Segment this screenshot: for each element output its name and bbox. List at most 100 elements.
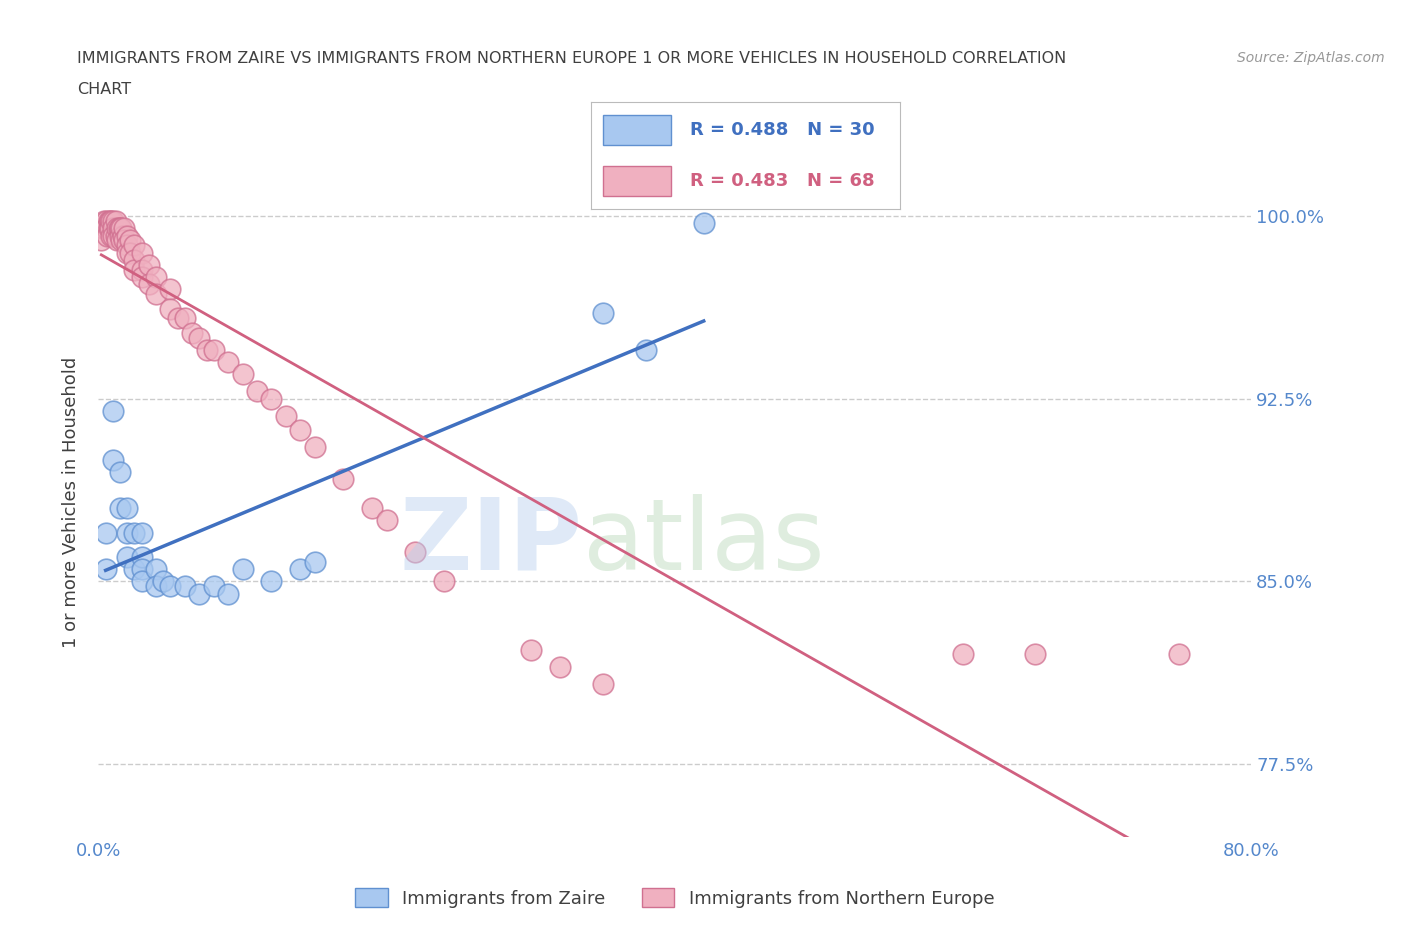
Point: [1024, 647, 1046, 662]
Point: [117, 550, 139, 565]
Point: [120, 233, 142, 248]
Point: [246, 384, 269, 399]
Point: [110, 233, 132, 248]
Point: [159, 301, 181, 316]
Point: [231, 562, 254, 577]
Point: [520, 642, 543, 657]
Point: [108, 464, 131, 479]
Point: [131, 246, 153, 260]
Point: [138, 258, 160, 272]
Point: [93, 214, 115, 229]
Point: [260, 392, 283, 406]
Point: [1168, 647, 1191, 662]
Point: [592, 306, 614, 321]
Point: [98, 220, 121, 235]
Point: [159, 282, 181, 297]
FancyBboxPatch shape: [603, 115, 671, 145]
Point: [101, 404, 124, 418]
Point: [166, 311, 188, 325]
Point: [202, 578, 225, 593]
Point: [90, 233, 112, 248]
Point: [131, 525, 153, 540]
Point: [101, 214, 124, 229]
Point: [97, 220, 120, 235]
Point: [131, 550, 153, 565]
Point: [636, 342, 658, 357]
Point: [131, 270, 153, 285]
Point: [105, 233, 128, 248]
Legend: Immigrants from Zaire, Immigrants from Northern Europe: Immigrants from Zaire, Immigrants from N…: [349, 882, 1001, 915]
Point: [101, 452, 124, 467]
Point: [195, 342, 218, 357]
Point: [110, 220, 132, 235]
Point: [592, 676, 614, 691]
Point: [548, 659, 571, 674]
Text: IMMIGRANTS FROM ZAIRE VS IMMIGRANTS FROM NORTHERN EUROPE 1 OR MORE VEHICLES IN H: IMMIGRANTS FROM ZAIRE VS IMMIGRANTS FROM…: [77, 51, 1067, 66]
Point: [101, 220, 124, 235]
Point: [202, 342, 225, 357]
Text: atlas: atlas: [582, 494, 824, 591]
Point: [107, 220, 129, 235]
Point: [94, 214, 117, 229]
Point: [124, 262, 146, 277]
Point: [274, 408, 297, 423]
Point: [433, 574, 456, 589]
Text: ZIP: ZIP: [399, 494, 582, 591]
Point: [217, 586, 239, 601]
Point: [260, 574, 283, 589]
Point: [120, 246, 142, 260]
Point: [131, 574, 153, 589]
Point: [124, 562, 146, 577]
Point: [112, 220, 135, 235]
Point: [94, 562, 117, 577]
Point: [117, 246, 139, 260]
Point: [152, 574, 174, 589]
Point: [124, 252, 146, 267]
Point: [231, 367, 254, 382]
Point: [188, 586, 211, 601]
Point: [112, 233, 135, 248]
Point: [108, 501, 131, 516]
Point: [138, 277, 160, 292]
Point: [693, 216, 716, 231]
Point: [94, 220, 117, 235]
Point: [104, 228, 127, 243]
Point: [100, 214, 122, 229]
Point: [101, 228, 124, 243]
Point: [98, 214, 121, 229]
Point: [174, 311, 197, 325]
Point: [111, 228, 134, 243]
Point: [117, 501, 139, 516]
Point: [290, 423, 312, 438]
Point: [145, 270, 167, 285]
Point: [217, 354, 239, 369]
Point: [117, 525, 139, 540]
Point: [91, 220, 114, 235]
Point: [105, 220, 128, 235]
Point: [304, 554, 326, 569]
Point: [117, 228, 139, 243]
Point: [375, 513, 398, 528]
Point: [405, 545, 427, 560]
Point: [188, 330, 211, 345]
Point: [332, 472, 354, 486]
Point: [952, 647, 974, 662]
Point: [159, 578, 181, 593]
Point: [290, 562, 312, 577]
Text: R = 0.488   N = 30: R = 0.488 N = 30: [689, 121, 875, 139]
Point: [145, 562, 167, 577]
Point: [96, 228, 118, 243]
Point: [104, 214, 127, 229]
Text: R = 0.483   N = 68: R = 0.483 N = 68: [689, 172, 875, 190]
Point: [108, 228, 131, 243]
Point: [131, 562, 153, 577]
Point: [124, 238, 146, 253]
Point: [174, 578, 197, 593]
Point: [100, 228, 122, 243]
Point: [124, 525, 146, 540]
Text: CHART: CHART: [77, 82, 131, 97]
Y-axis label: 1 or more Vehicles in Household: 1 or more Vehicles in Household: [62, 356, 80, 648]
Point: [97, 214, 120, 229]
Point: [108, 220, 131, 235]
Point: [117, 238, 139, 253]
